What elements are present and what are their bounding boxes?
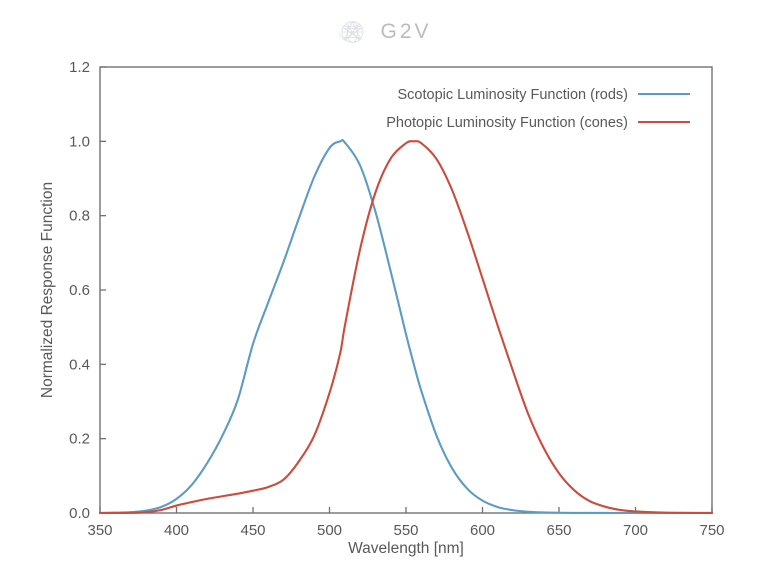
brand-name: G2V — [380, 20, 432, 43]
series-line-0 — [98, 138, 714, 515]
geodesic-globe-icon — [339, 20, 364, 43]
legend-label-1: Photopic Luminosity Function (cones) — [386, 115, 628, 131]
x-tick-label: 600 — [470, 522, 495, 539]
y-tick-label: 0.4 — [69, 356, 90, 373]
x-tick-label: 450 — [240, 522, 265, 539]
chart-legend: Scotopic Luminosity Function (rods) Photo… — [386, 87, 690, 131]
plot-frame-rect — [99, 66, 713, 514]
y-tick-label: 0.2 — [69, 431, 90, 448]
y-tick-label: 0.6 — [69, 282, 90, 299]
brand-header: G2V — [0, 12, 768, 52]
x-tick-label: 500 — [317, 522, 342, 539]
x-axis-title: Wavelength [nm] — [348, 540, 464, 557]
series-line-1 — [98, 140, 714, 515]
x-tick-label: 400 — [164, 522, 189, 539]
y-tick-label: 0.8 — [69, 208, 90, 225]
x-tick-label: 650 — [546, 522, 571, 539]
x-tick-label: 550 — [393, 522, 418, 539]
x-tick-label: 350 — [87, 522, 112, 539]
y-tick-label: 0.0 — [69, 505, 90, 522]
x-axis-ticks: 350 400 450 500 550 600 650 700 750 — [87, 507, 725, 539]
y-axis-title: Normalized Response Function — [39, 182, 56, 398]
x-tick-label: 750 — [699, 522, 724, 539]
plot-frame — [99, 66, 713, 514]
y-tick-label: 1.0 — [69, 133, 90, 150]
x-tick-label: 700 — [623, 522, 648, 539]
series-lines — [98, 138, 714, 515]
y-tick-label: 1.2 — [69, 59, 90, 76]
legend-label-0: Scotopic Luminosity Function (rods) — [398, 87, 629, 103]
